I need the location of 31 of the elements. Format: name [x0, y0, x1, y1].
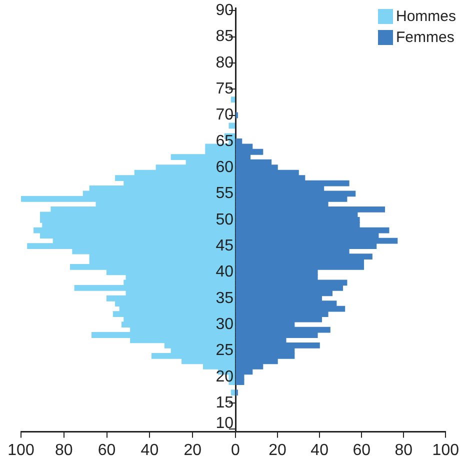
y-tick-label: 75 — [216, 80, 234, 98]
y-tick-label: 90 — [216, 2, 234, 20]
y-tick-label: 25 — [216, 342, 234, 360]
y-tick-label: 40 — [216, 264, 234, 281]
y-tick-label: 35 — [216, 290, 234, 307]
y-tick-label: 80 — [216, 54, 234, 72]
x-tick-label: 20 — [184, 442, 202, 459]
legend-label: Femmes — [396, 28, 454, 48]
y-tick-label: 45 — [216, 237, 234, 254]
x-tick-label: 40 — [140, 442, 159, 459]
x-tick-label: 40 — [310, 442, 329, 459]
x-tick-label: 60 — [98, 442, 116, 459]
y-tick-label: 60 — [216, 158, 234, 176]
x-tick-label: 100 — [8, 442, 34, 459]
x-tick-label: 0 — [231, 442, 240, 459]
y-tick-label: 55 — [216, 185, 234, 202]
bar — [230, 96, 236, 103]
y-tick-label: 10 — [216, 415, 234, 432]
bar — [228, 122, 236, 129]
y-tick-label: 50 — [216, 211, 234, 228]
y-tick-label: 30 — [216, 316, 234, 333]
y-tick-label: 85 — [216, 28, 234, 46]
x-tick-label: 20 — [268, 442, 287, 459]
y-tick-label: 70 — [216, 106, 234, 124]
x-tick-label: 80 — [394, 442, 413, 459]
y-tick-label: 15 — [216, 394, 234, 412]
x-tick-label: 100 — [432, 442, 460, 459]
x-tick-label: 80 — [55, 442, 73, 459]
y-tick-label: 65 — [216, 132, 234, 150]
legend-label: Hommes — [396, 7, 456, 27]
x-tick-label: 60 — [352, 442, 371, 459]
